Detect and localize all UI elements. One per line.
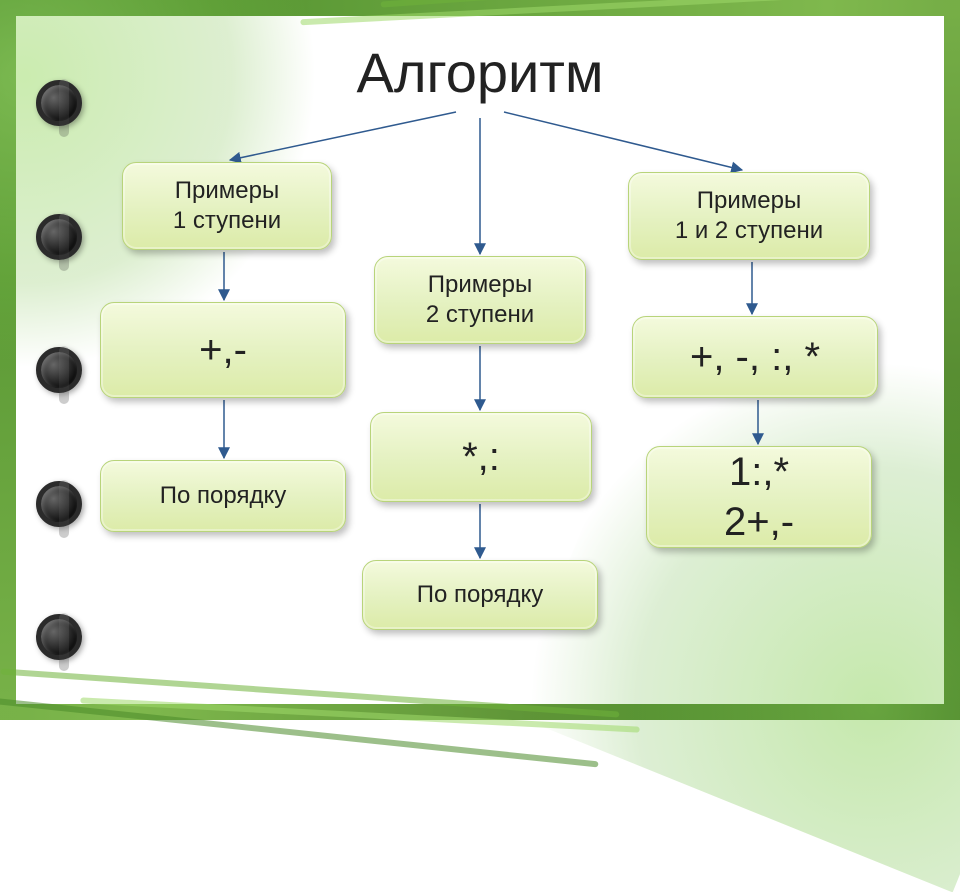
binder-ring [36,614,82,660]
node-col3_c: 1:,*2+,- [646,446,872,548]
node-col1_c: По порядку [100,460,346,532]
binder-ring [36,481,82,527]
diagram-content: Алгоритм Примеры1 ступени +,- По порядку Пр… [0,0,960,720]
node-col2_c: По порядку [362,560,598,630]
node-col2_a: Примеры2 ступени [374,256,586,344]
node-col3_a: Примеры1 и 2 ступени [628,172,870,260]
node-col3_b: +, -, :, * [632,316,878,398]
binder-rings [36,80,86,660]
binder-ring [36,80,82,126]
node-col1_a: Примеры1 ступени [122,162,332,250]
binder-ring [36,214,82,260]
diagram-title: Алгоритм [0,40,960,105]
node-col1_b: +,- [100,302,346,398]
node-col2_b: *,: [370,412,592,502]
binder-ring [36,347,82,393]
